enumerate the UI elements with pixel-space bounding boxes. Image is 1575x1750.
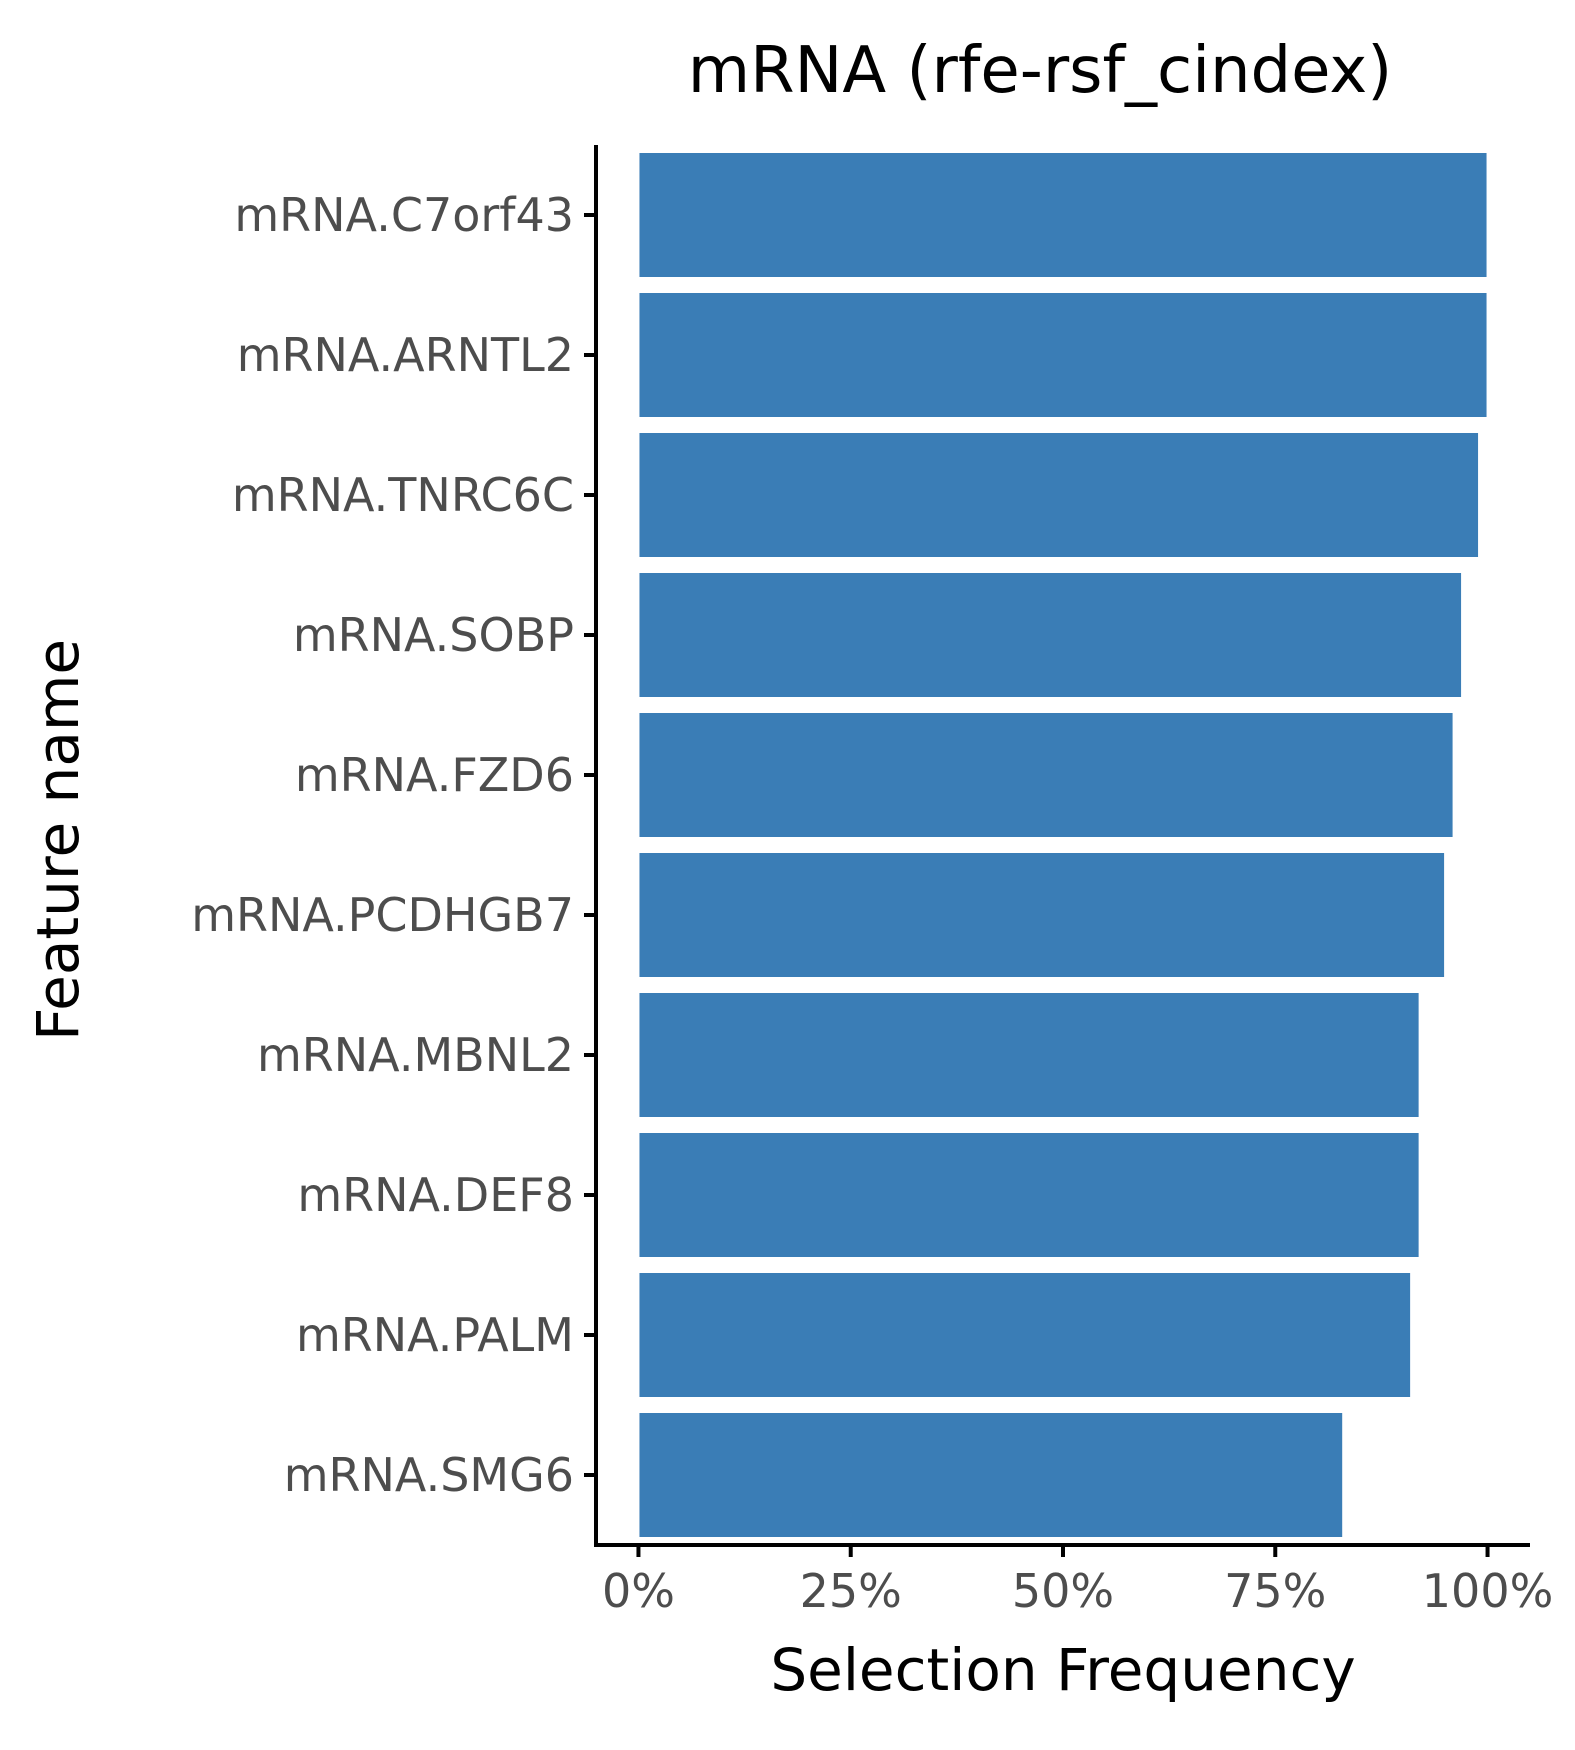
y-tick-label: mRNA.SMG6 <box>284 1448 574 1502</box>
y-tick-label: mRNA.FZD6 <box>295 748 574 802</box>
y-axis-title: Feature name <box>24 639 92 1041</box>
y-tick-label: mRNA.C7orf43 <box>234 188 574 242</box>
y-tick-label: mRNA.DEF8 <box>297 1168 574 1222</box>
bar-mrna-sobp <box>637 571 1464 699</box>
bar-mrna-fzd6 <box>637 711 1455 839</box>
bar-mrna-arntl2 <box>637 291 1489 419</box>
bar-mrna-pcdhgb7 <box>637 851 1447 979</box>
bar-mrna-smg6 <box>637 1411 1345 1539</box>
x-tick-label: 0% <box>602 1564 675 1618</box>
y-tick-label: mRNA.TNRC6C <box>232 468 574 522</box>
y-tick-label: mRNA.SOBP <box>293 608 574 662</box>
x-tick-label: 25% <box>800 1564 902 1618</box>
y-tick-label: mRNA.ARNTL2 <box>237 328 574 382</box>
x-axis-ticks: 0% 25% 50% 75% 100% <box>602 1545 1553 1618</box>
x-tick-label: 100% <box>1422 1564 1554 1618</box>
bar-mrna-palm <box>637 1271 1413 1399</box>
bar-mrna-def8 <box>637 1131 1421 1259</box>
x-tick-label: 75% <box>1224 1564 1326 1618</box>
y-tick-label: mRNA.PCDHGB7 <box>191 888 574 942</box>
y-tick-label: mRNA.MBNL2 <box>257 1028 574 1082</box>
bar-mrna-mbnl2 <box>637 991 1421 1119</box>
bar-mrna-c7orf43 <box>637 151 1489 279</box>
bars-group <box>637 151 1489 1539</box>
x-tick-label: 50% <box>1012 1564 1114 1618</box>
chart-title: mRNA (rfe-rsf_cindex) <box>688 34 1393 108</box>
y-axis-ticks: mRNA.C7orf43 mRNA.ARNTL2 mRNA.TNRC6C mRNA.S… <box>191 188 596 1502</box>
x-axis-title: Selection Frequency <box>770 1636 1355 1704</box>
bar-mrna-tnrc6c <box>637 431 1481 559</box>
y-tick-label: mRNA.PALM <box>296 1308 574 1362</box>
